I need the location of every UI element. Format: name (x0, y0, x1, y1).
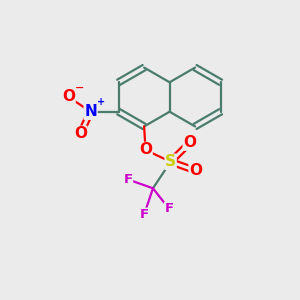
Text: N: N (84, 104, 97, 119)
Text: O: O (183, 135, 196, 150)
Text: −: − (75, 83, 84, 93)
Text: F: F (165, 202, 174, 215)
Text: S: S (165, 154, 176, 169)
Text: F: F (140, 208, 149, 221)
Text: O: O (139, 142, 152, 158)
Text: +: + (97, 97, 105, 107)
Text: O: O (189, 163, 202, 178)
Text: F: F (123, 173, 133, 186)
Text: O: O (62, 89, 75, 104)
Text: O: O (74, 126, 87, 141)
